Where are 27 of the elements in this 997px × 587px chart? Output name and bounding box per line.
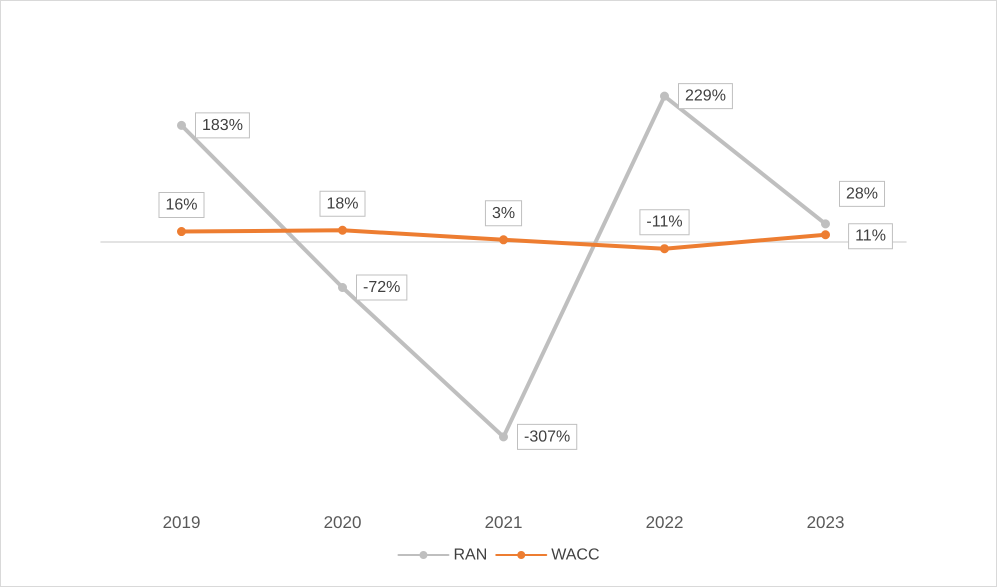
point: [821, 230, 830, 240]
point: [660, 244, 669, 254]
data-label: 16%: [165, 196, 198, 214]
legend-label: RAN: [453, 546, 488, 564]
point: [177, 120, 186, 130]
x-tick-label: 2020: [324, 513, 362, 532]
point: [338, 226, 347, 235]
data-label: 18%: [326, 195, 359, 212]
point: [499, 432, 508, 442]
point: [499, 235, 508, 244]
data-label: -72%: [363, 278, 400, 296]
point: [660, 92, 669, 101]
legend-label: WACC: [551, 546, 600, 564]
data-label: 11%: [855, 228, 886, 245]
point: [821, 219, 830, 228]
point: [338, 282, 347, 292]
x-tick-label: 2019: [162, 513, 200, 532]
data-label: -307%: [524, 428, 570, 446]
x-tick-label: 2022: [646, 513, 684, 532]
data-label: 183%: [202, 116, 243, 134]
data-label: 28%: [846, 185, 878, 202]
data-label: -11%: [646, 214, 683, 231]
x-tick-label: 2023: [806, 513, 844, 532]
x-tick-label: 2021: [484, 513, 522, 532]
data-label: 229%: [685, 88, 726, 105]
data-label: 3%: [492, 204, 516, 222]
point: [177, 227, 186, 236]
